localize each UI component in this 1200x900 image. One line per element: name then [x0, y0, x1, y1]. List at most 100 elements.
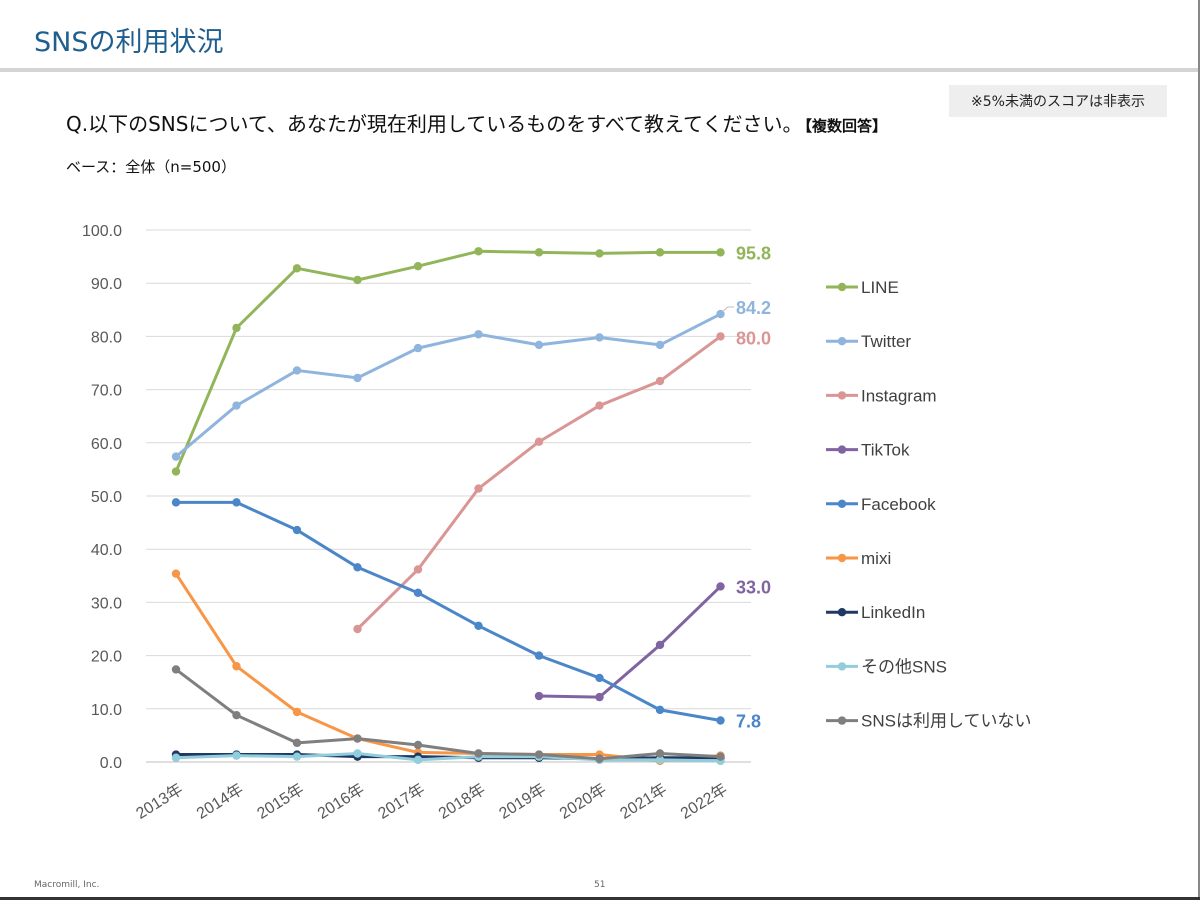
data-point-facebook [534, 651, 544, 660]
series-line-sns [174, 667, 722, 761]
y-tick-label: 80.0 [91, 329, 122, 346]
y-tick-label: 20.0 [91, 649, 122, 666]
legend-label: LinkedIn [861, 603, 925, 622]
y-tick-label: 100.0 [82, 223, 122, 240]
data-point-twitter [171, 452, 181, 461]
data-point-line [413, 261, 423, 271]
data-point-tiktok [534, 691, 544, 701]
leader-line [721, 306, 734, 313]
data-point-facebook [171, 498, 181, 507]
legend-label: Instagram [861, 386, 937, 405]
series-line-tiktok [537, 584, 722, 699]
data-point-mixi [232, 662, 241, 671]
data-point-twitter [595, 333, 604, 342]
x-axis-ticks: 2013年 2014年 2015年 2016年 2017年 2018年 2019年 2020年… [133, 780, 731, 823]
series-line-facebook [174, 500, 722, 723]
data-point-sns [232, 751, 241, 760]
data-point-sns [292, 738, 302, 748]
legend-swatch-marker [837, 445, 847, 454]
grid-layer [146, 229, 751, 763]
data-point-tiktok [655, 640, 665, 650]
legend-swatch-marker [837, 282, 847, 292]
data-point-instagram [534, 437, 544, 446]
legend: LINE Twitter Instagram TikTok Facebook mixi Li… [826, 278, 1031, 731]
data-point-twitter [474, 330, 483, 339]
legend-label: Twitter [861, 332, 911, 351]
data-point-line [595, 249, 604, 258]
data-point-facebook [595, 673, 604, 683]
x-tick-label: 2019年 [496, 780, 549, 823]
y-tick-label: 30.0 [91, 595, 122, 612]
frame-edge-bottom [0, 897, 1200, 900]
end-value-label: 95.8 [736, 243, 771, 263]
x-tick-label: 2015年 [254, 780, 307, 823]
legend-label: SNSは利用していない [861, 712, 1031, 731]
data-point-instagram [595, 401, 604, 410]
series-line-twitter [174, 312, 722, 459]
data-point-facebook [655, 705, 665, 715]
data-point-sns [595, 754, 604, 764]
end-value-label: 80.0 [736, 328, 771, 348]
data-point-sns [655, 755, 665, 765]
data-point-instagram [474, 484, 483, 493]
y-tick-label: 70.0 [91, 383, 122, 400]
end-value-label: 84.2 [736, 298, 771, 318]
slide-title: SNSの利用状況 [34, 27, 224, 58]
series-line-mixi [174, 572, 722, 763]
data-point-tiktok [595, 692, 604, 702]
x-tick-label: 2017年 [375, 780, 428, 823]
data-point-instagram [655, 376, 665, 386]
data-point-sns [716, 752, 725, 761]
data-point-twitter [232, 401, 241, 410]
legend-label: LINE [861, 278, 899, 297]
x-tick-label: 2021年 [617, 780, 670, 823]
data-point-twitter [534, 340, 544, 350]
data-point-mixi [292, 707, 302, 717]
data-point-sns [413, 740, 423, 750]
data-point-instagram [716, 332, 725, 341]
data-point-facebook [292, 525, 302, 535]
legend-label: その他SNS [861, 657, 947, 676]
y-tick-label: 60.0 [91, 436, 122, 453]
data-point-sns [655, 749, 665, 758]
data-point-sns [413, 755, 423, 765]
legend-label: TikTok [861, 441, 910, 460]
data-point-sns [353, 734, 362, 743]
data-point-line [655, 248, 665, 257]
legend-swatch-marker [837, 662, 847, 671]
data-point-tiktok [716, 582, 725, 591]
data-point-sns [171, 753, 181, 762]
legend-swatch-marker [837, 391, 847, 400]
legend-swatch-marker [837, 337, 847, 346]
data-point-facebook [232, 498, 241, 507]
end-labels: 95.8 84.2 80.0 33.0 7.8 [721, 243, 771, 732]
data-point-twitter [413, 343, 423, 353]
data-point-line [716, 248, 725, 257]
legend-label: Facebook [861, 495, 936, 514]
legend-swatch-marker [837, 553, 847, 563]
data-point-line [171, 467, 181, 476]
data-point-mixi [171, 569, 181, 578]
data-point-line [474, 247, 483, 256]
x-tick-label: 2014年 [193, 780, 246, 823]
series-line-sns [174, 751, 722, 763]
data-point-facebook [353, 563, 362, 572]
data-point-instagram [413, 565, 423, 574]
data-point-line [232, 323, 241, 333]
data-point-sns [353, 749, 362, 758]
x-tick-label: 2020年 [556, 780, 609, 823]
series-layer [171, 247, 725, 766]
data-point-facebook [716, 716, 725, 725]
score-note: ※5%未満のスコアは非表示 [949, 85, 1167, 117]
data-point-line [292, 264, 302, 273]
y-tick-label: 90.0 [91, 276, 122, 293]
end-value-label: 7.8 [736, 712, 761, 732]
legend-swatch-marker [837, 608, 847, 617]
legend-swatch-marker [837, 499, 847, 508]
question-text: Q.以下のSNSについて、あなたが現在利用しているものをすべて教えてください。 [66, 112, 803, 136]
x-tick-label: 2013年 [133, 780, 186, 823]
end-value-label: 33.0 [736, 577, 771, 597]
data-point-twitter [353, 373, 362, 383]
data-point-sns [292, 752, 302, 761]
